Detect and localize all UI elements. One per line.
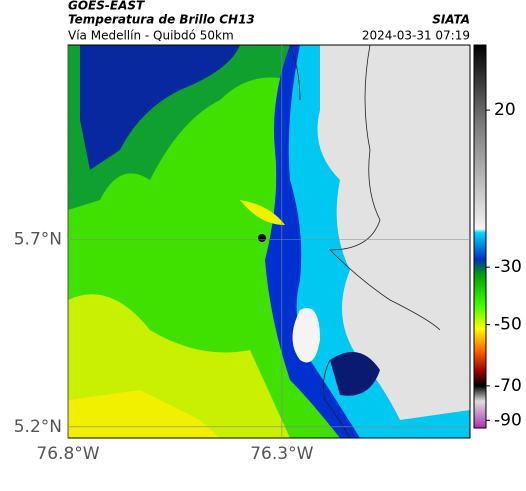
x-tick-label: 76.3°W — [250, 444, 313, 464]
colorbar-label: -90 — [494, 410, 522, 430]
colorbar-label: 20 — [494, 100, 516, 120]
agency: SIATA — [432, 13, 470, 27]
subtitle: Vía Medellín - Quibdó 50km — [68, 29, 234, 43]
source: GOES-EAST — [68, 0, 145, 13]
y-tick-label: 5.7°N — [14, 230, 62, 250]
colorbar — [473, 44, 487, 429]
colorbar-label: -30 — [494, 257, 522, 277]
colorbar-label: -70 — [494, 376, 522, 396]
title: Temperatura de Brillo CH13 — [68, 13, 255, 27]
timestamp: 2024-03-31 07:19 — [362, 29, 470, 43]
colorbar-label: -50 — [494, 315, 522, 335]
satellite-image — [68, 45, 470, 438]
x-tick-label: 76.8°W — [36, 444, 99, 464]
y-tick-label: 5.2°N — [14, 417, 62, 437]
